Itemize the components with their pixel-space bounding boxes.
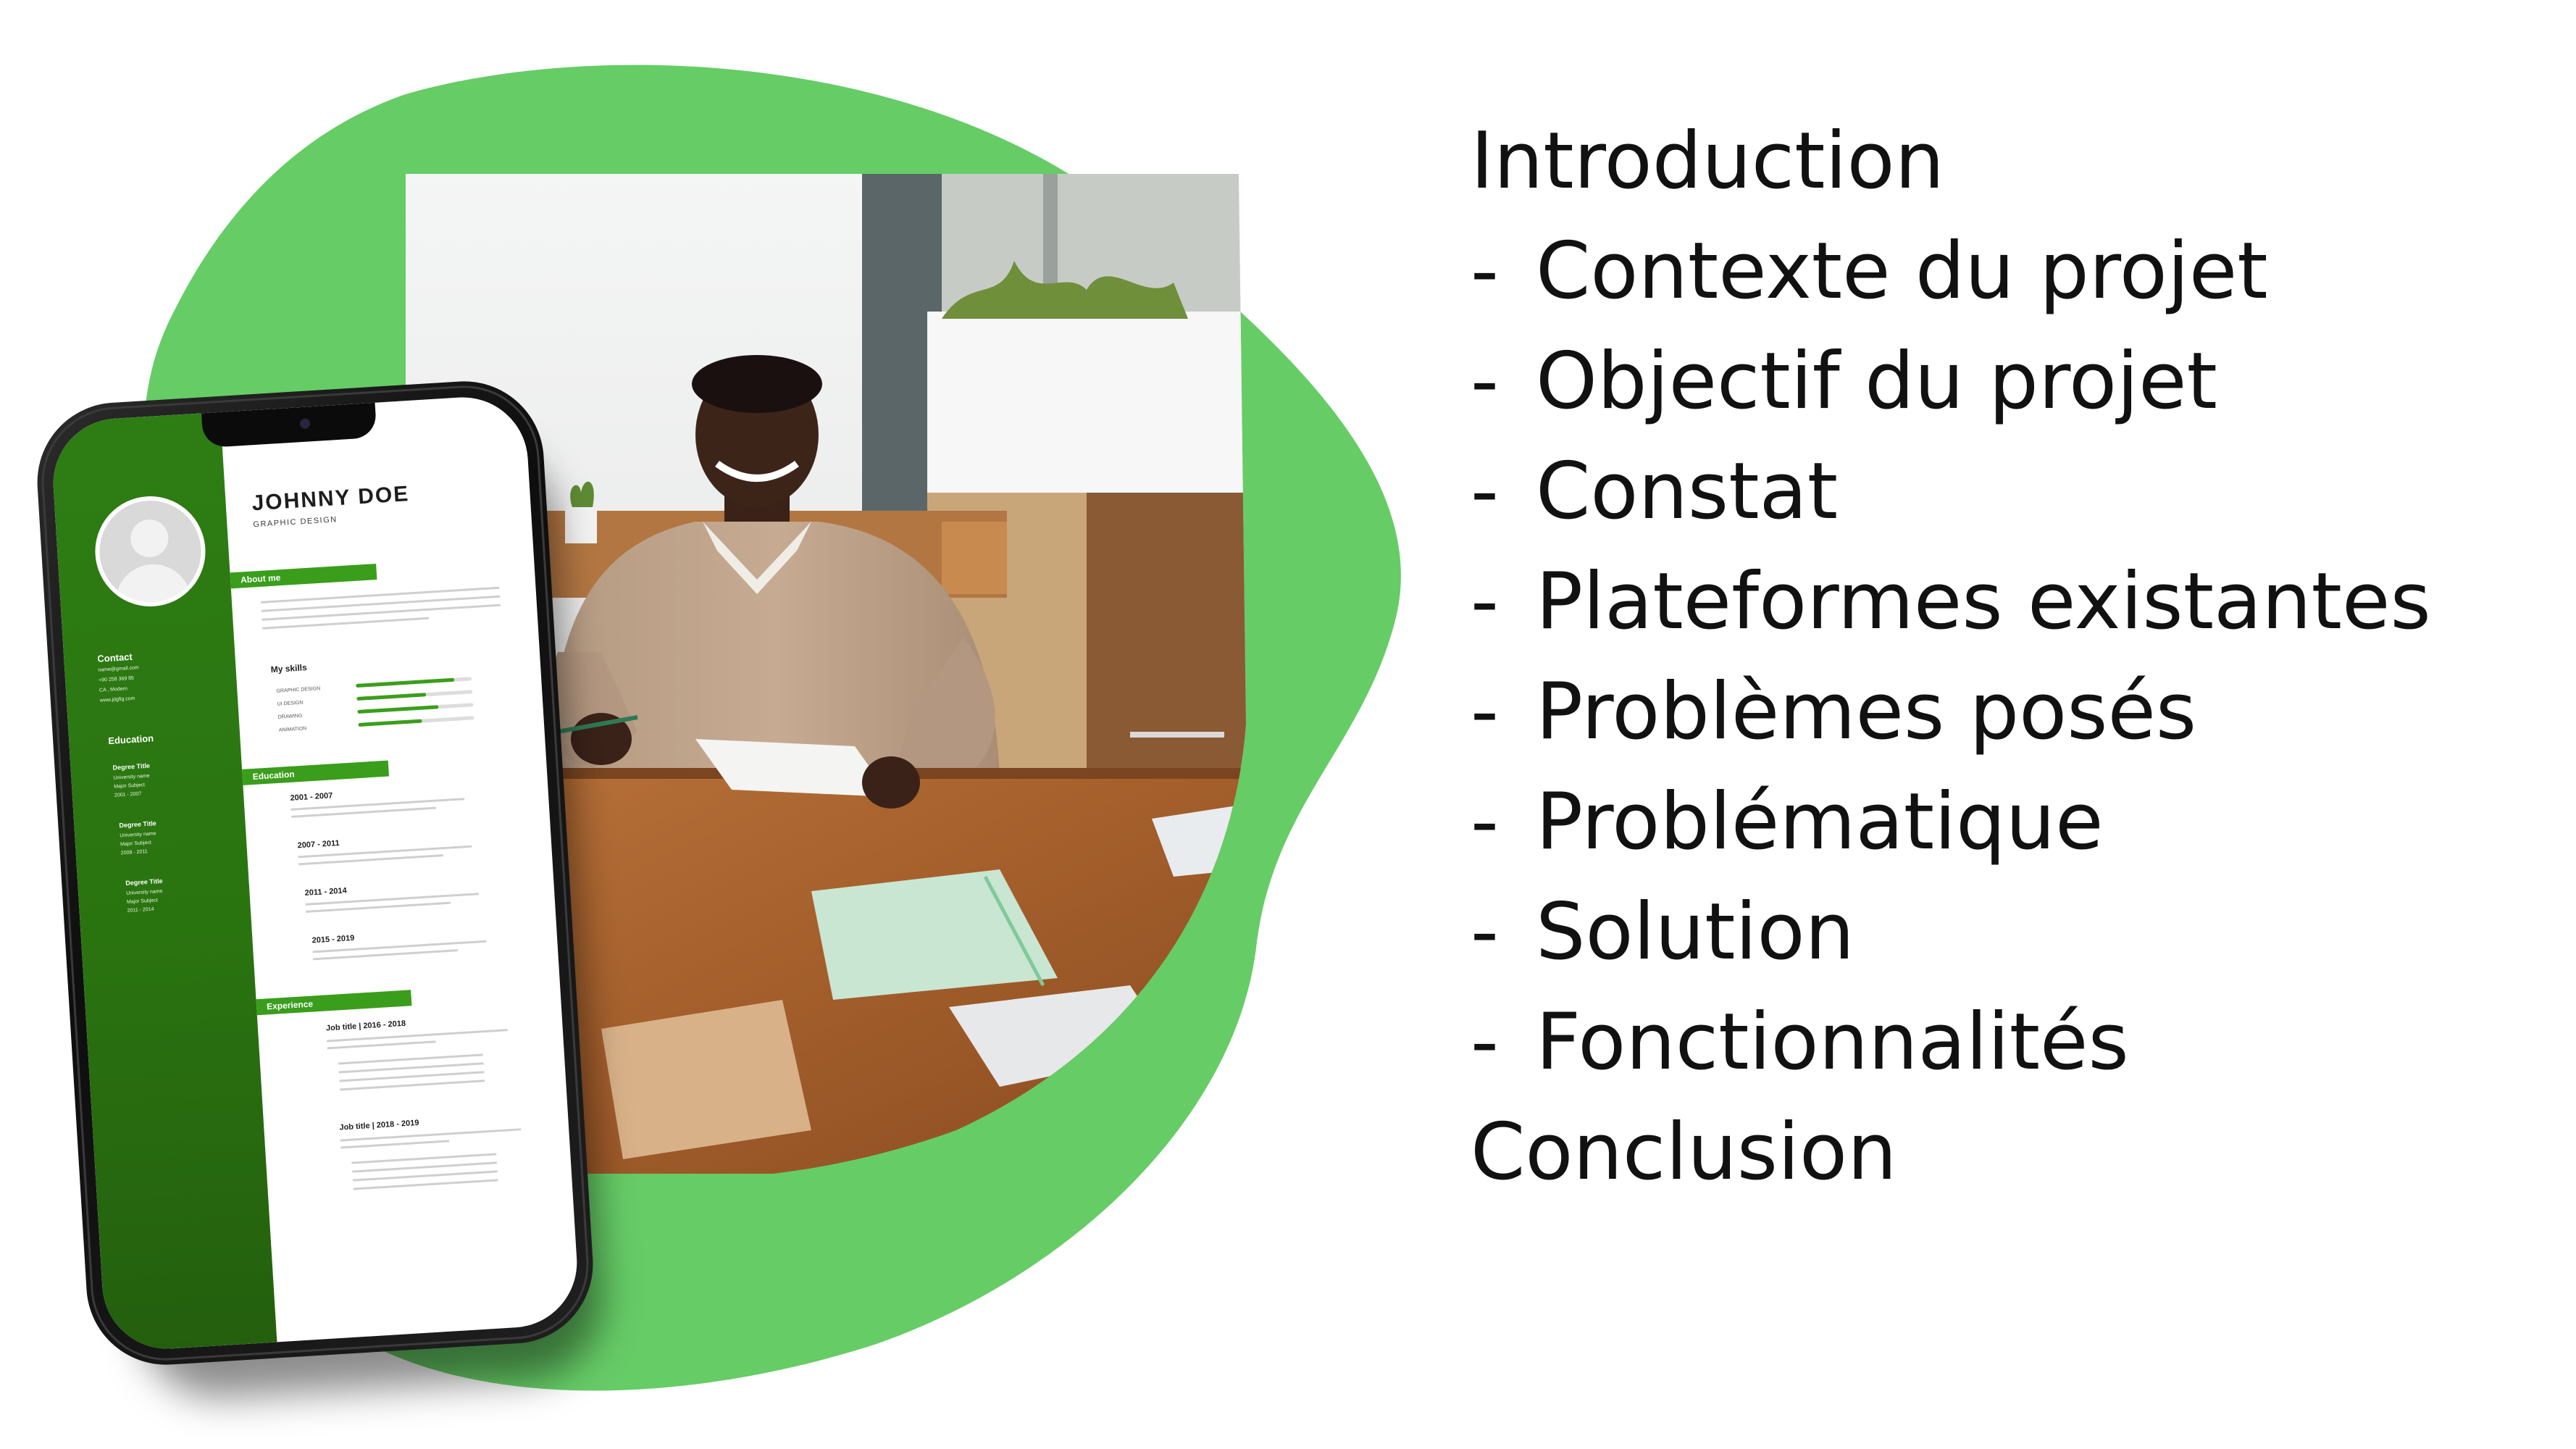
sidebar-degree-line: University name <box>120 831 156 839</box>
agenda-item-label: Plateformes existantes <box>1536 556 2431 647</box>
skill-bar <box>356 677 472 688</box>
avatar-head-shape <box>129 518 170 559</box>
text-placeholder-line <box>340 1140 450 1149</box>
agenda-bullet: - <box>1471 997 1499 1087</box>
skill-bar <box>357 703 474 714</box>
agenda-item-problemes: - Problèmes posés <box>1471 667 2431 777</box>
phone-frame: Contact name@gmail.com +90 258 369 85 CA… <box>33 376 598 1370</box>
illustration: Contact name@gmail.com +90 258 369 85 CA… <box>33 64 1401 1403</box>
text-placeholder-line <box>327 1040 436 1050</box>
sidebar-degree-line: University name <box>126 888 163 896</box>
text-placeholder-line <box>340 1080 485 1091</box>
agenda-item-label: Contexte du projet <box>1536 226 2268 317</box>
agenda-item-label: Problèmes posés <box>1536 667 2197 757</box>
sidebar-degree-line: Major Subject <box>114 782 146 790</box>
skill-bar-fill <box>357 705 439 714</box>
skill-bar-fill <box>358 719 422 727</box>
text-placeholder-line <box>353 1179 498 1190</box>
sidebar-degree-title: Degree Title <box>125 877 163 887</box>
phone-mockup: Contact name@gmail.com +90 258 369 85 CA… <box>33 376 607 1403</box>
office-photo <box>406 174 1246 1174</box>
sidebar-degree-line: Major Subject <box>120 840 152 848</box>
agenda-item-label: Solution <box>1536 887 1854 977</box>
agenda-item-label: Objectif du projet <box>1536 336 2217 427</box>
sidebar-degree-line: 2008 - 2011 <box>120 849 148 856</box>
text-placeholder-line <box>260 586 500 604</box>
sidebar-contact-line: name@gmail.com <box>98 665 139 673</box>
skill-label: DRAWING <box>277 713 303 720</box>
text-placeholder-line <box>261 595 501 612</box>
sidebar-contact-line: +90 258 369 85 <box>99 675 135 683</box>
agenda-item-conclusion: Conclusion <box>1471 1107 2431 1217</box>
agenda-item-fonctionnalites: - Fonctionnalités <box>1471 997 2431 1107</box>
sidebar-contact-line: www.jdgfig.com <box>99 696 135 703</box>
agenda-item-introduction: Introduction <box>1471 116 2431 226</box>
agenda-list: Introduction - Contexte du projet - Object… <box>1471 116 2431 1217</box>
agenda-bullet: - <box>1471 667 1499 757</box>
education-years: 2015 - 2019 <box>311 933 355 945</box>
sidebar-degree-line: 2001 - 2007 <box>114 791 142 798</box>
skill-bar <box>356 690 473 701</box>
agenda-item-objectif: - Objectif du projet <box>1471 336 2431 446</box>
agenda-bullet: - <box>1471 556 1499 647</box>
agenda-item-contexte: - Contexte du projet <box>1471 226 2431 336</box>
skill-bar-fill <box>356 693 427 701</box>
agenda-item-solution: - Solution <box>1471 887 2431 997</box>
sidebar-degree-title: Degree Title <box>119 819 157 830</box>
job-title: Job title | 2016 - 2018 <box>325 1019 406 1033</box>
sidebar-degree-line: 2011 - 2014 <box>127 906 154 914</box>
resume-sidebar: Contact name@gmail.com +90 258 369 85 CA… <box>49 412 277 1353</box>
agenda-item-label: Problématique <box>1536 777 2104 867</box>
sidebar-education-title: Education <box>107 732 154 747</box>
agenda-item-plateformes: - Plateformes existantes <box>1471 556 2431 667</box>
agenda-bullet: - <box>1471 777 1499 867</box>
job-title: Job title | 2018 - 2019 <box>339 1118 419 1132</box>
agenda-item-constat: - Constat <box>1471 446 2431 556</box>
agenda-item-label: Fonctionnalités <box>1536 997 2129 1087</box>
agenda-item-label: Conclusion <box>1471 1107 1897 1198</box>
agenda-bullet: - <box>1471 336 1499 427</box>
agenda-bullet: - <box>1471 887 1499 977</box>
agenda-item-problematique: - Problématique <box>1471 777 2431 887</box>
agenda-item-label: Introduction <box>1471 116 1945 206</box>
education-years: 2001 - 2007 <box>290 791 333 803</box>
agenda-item-label: Constat <box>1536 446 1839 537</box>
education-years: 2011 - 2014 <box>304 886 348 898</box>
agenda-bullet: - <box>1471 226 1499 317</box>
sidebar-degree-line: Major Subject <box>126 898 158 905</box>
phone-screen: Contact name@gmail.com +90 258 369 85 CA… <box>49 393 581 1353</box>
text-placeholder-line <box>262 604 501 621</box>
skill-bar-fill <box>356 677 455 688</box>
sidebar-degree-line: University name <box>113 773 150 781</box>
skill-label: UI DESIGN <box>277 700 304 707</box>
skill-bar <box>358 716 474 727</box>
sidebar-contact-title: Contact <box>96 651 133 664</box>
sidebar-degree-title: Degree Title <box>112 761 151 772</box>
skills-title: My skills <box>270 662 308 675</box>
education-years: 2007 - 2011 <box>297 838 340 851</box>
sidebar-contact-line: CA , Modern <box>99 686 128 693</box>
skill-label: ANIMATION <box>278 726 307 733</box>
agenda-bullet: - <box>1471 446 1499 537</box>
